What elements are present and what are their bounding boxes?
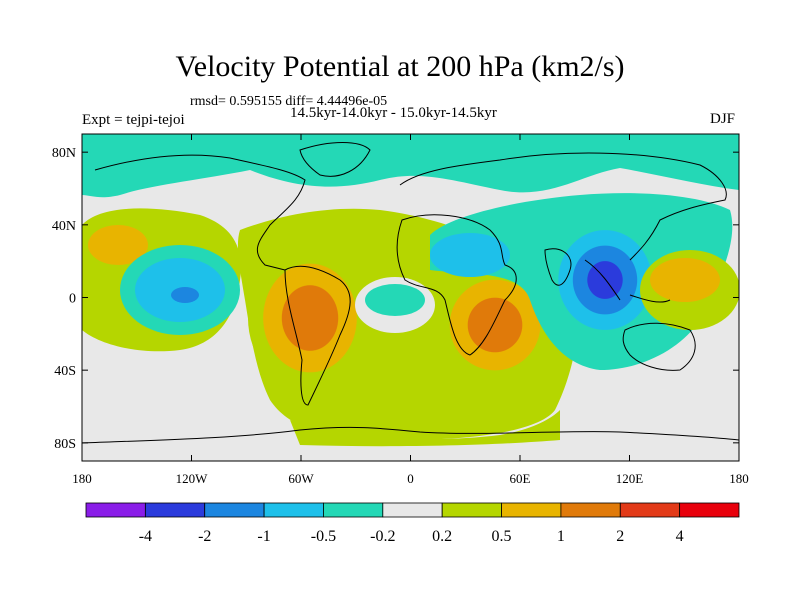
contour-fill [430,233,510,277]
coastline-india [544,248,572,286]
y-tick-label: 0 [69,292,76,307]
coastline-southeast-asia [584,259,671,303]
contour-fill [290,410,560,447]
chart-title: Velocity Potential at 200 hPa (km2/s) [175,50,625,83]
contour-fill [435,265,555,385]
colorbar-label: 1 [557,528,565,545]
contour-fill [82,134,739,198]
coastline-eurasia [399,152,727,261]
rmsd-stats: rmsd= 0.595155 diff= 4.44496e-05 [190,94,388,109]
y-tick-label: 40N [52,219,76,234]
colorbar-swatch [679,502,740,518]
contour-fill [650,258,720,302]
colorbar-swatch [144,502,206,518]
x-tick-label: 180 [72,471,92,486]
colorbar: -4 -2 -1 -0.5 -0.2 0.2 0.5 1 2 4 [85,502,740,545]
x-tick-label: 0 [407,471,414,486]
colorbar-swatch [85,502,146,518]
chart-subtitle: 14.5kyr-14.0kyr - 15.0kyr-14.5kyr [290,105,497,121]
y-tick-label: 80N [52,146,76,161]
colorbar-swatch [560,502,621,518]
colorbar-label: -1 [257,528,270,545]
contour-fill [547,218,663,342]
x-tick-label: 180 [729,471,749,486]
y-tick-label: 40S [54,364,76,379]
y-tick-label: 80S [54,437,76,452]
colorbar-label: 0.5 [492,528,512,545]
coastline-north-america [94,154,306,271]
contour-fill [365,284,425,316]
colorbar-swatch [263,502,324,518]
colorbar-swatch [204,502,265,518]
experiment-label: Expt = tejpi-tejoi [82,112,185,128]
velocity-potential-field [82,134,739,461]
colorbar-swatch [323,502,384,518]
colorbar-label: 4 [676,528,684,545]
contour-fill [88,225,148,265]
colorbar-label: 0.2 [432,528,452,545]
x-tick-label: 60W [288,471,314,486]
coastline-south-america [284,265,351,406]
colorbar-label: -4 [139,528,152,545]
x-tick-label: 60E [510,471,531,486]
colorbar-swatch [501,502,562,518]
season-label: DJF [710,111,736,127]
colorbar-label: -0.5 [311,528,336,545]
colorbar-swatch [382,502,443,518]
colorbar-swatch [441,502,502,518]
contour-fill [171,287,199,303]
coastlines [82,142,739,444]
axes: 180 120W 60W 0 60E 120E 180 80N 40N 0 40S 80S [52,134,749,486]
colorbar-label: 2 [616,528,624,545]
x-tick-label: 120E [616,471,644,486]
x-tick-label: 120W [176,471,209,486]
coastline-greenland [299,142,371,177]
contour-fill [248,246,372,390]
colorbar-label: -2 [198,528,211,545]
coastline-africa [396,214,517,356]
coastline-australia [622,322,696,371]
colorbar-label: -0.2 [370,528,395,545]
coastline-antarctica [82,426,739,444]
colorbar-swatch [619,502,681,518]
